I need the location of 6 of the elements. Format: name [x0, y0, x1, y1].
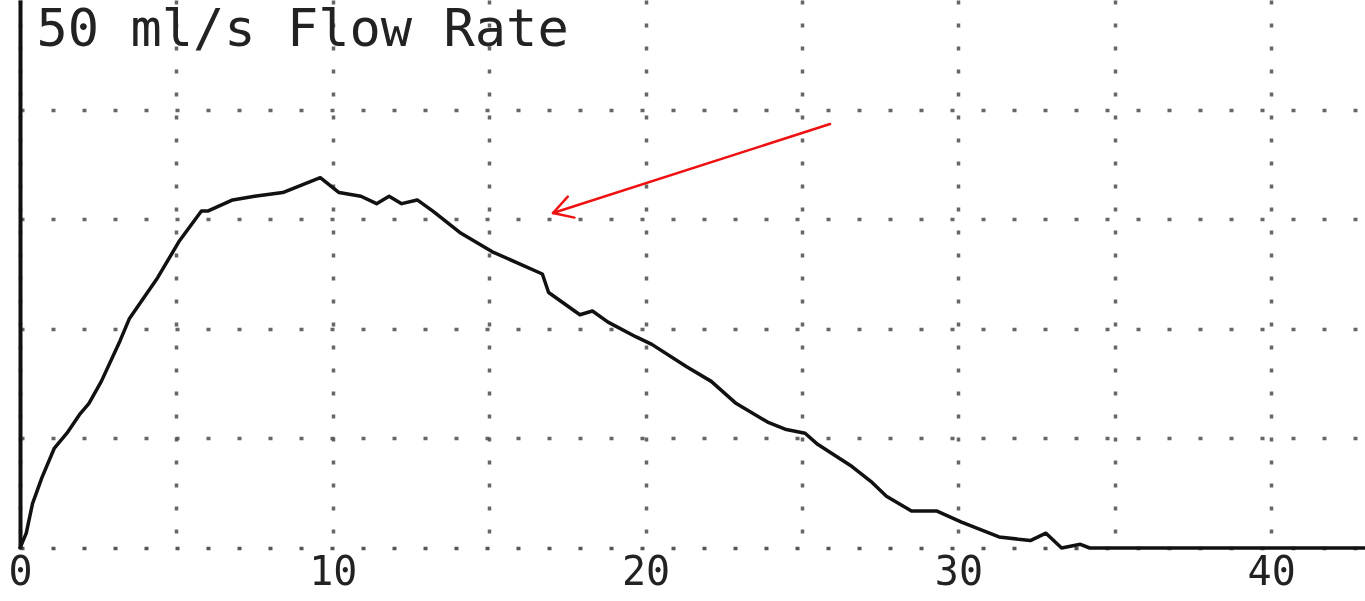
x-tick-label: 30	[934, 547, 983, 594]
x-tick-label: 40	[1247, 547, 1296, 594]
y-axis-title: 50 ml/s Flow Rate	[36, 0, 569, 58]
x-tick-label: 10	[309, 547, 358, 594]
x-tick-label: 0	[8, 547, 33, 594]
x-tick-label: 20	[622, 547, 671, 594]
